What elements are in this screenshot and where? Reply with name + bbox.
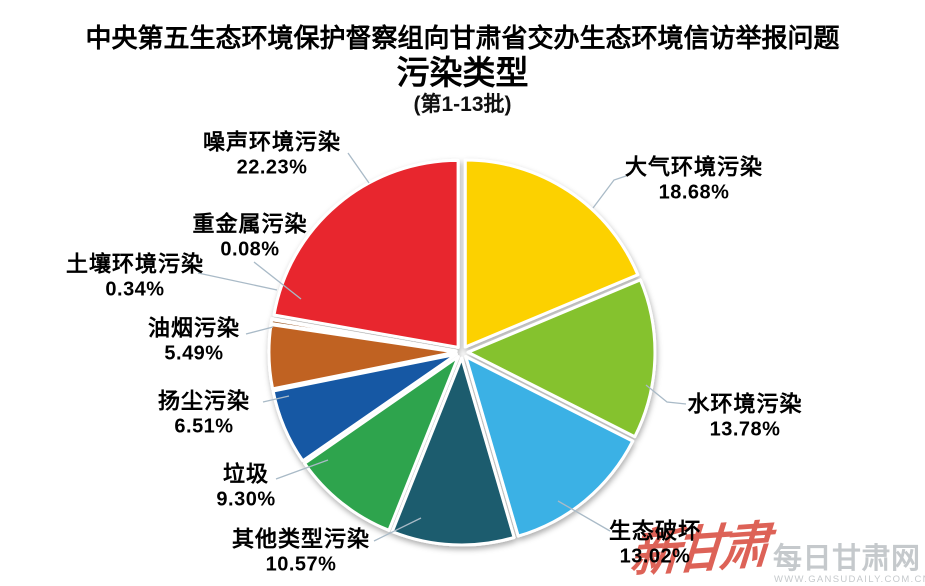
leader-line-water — [645, 384, 687, 405]
pie-slices-group — [267, 158, 657, 547]
leader-line-noise — [347, 152, 370, 184]
leader-line-other-types — [373, 517, 422, 542]
chart-batch-note: (第1-13批) — [413, 93, 512, 116]
daily-gansu-site-url: WWW.GANSUDAILY.COM.CN — [774, 574, 925, 585]
pie-slice-other-types — [390, 356, 516, 547]
pie-slice-water — [466, 278, 657, 439]
pie-slice-noise — [272, 158, 460, 349]
daily-gansu-site-name: 每日甘肃网 — [773, 543, 921, 575]
chart-header: 中央第五生态环境保护督察组向甘肃省交办生态环境信访举报问题 污染类型 (第1-1… — [0, 24, 925, 116]
leader-line-garbage — [275, 459, 329, 480]
leader-line-eco-damage — [557, 500, 611, 532]
pie-slice-dust — [271, 352, 458, 463]
pie-slice-atmospheric — [463, 158, 640, 349]
leader-lines-group — [197, 152, 687, 542]
pie-slice-heavy-metal — [270, 317, 458, 353]
chart-title: 中央第五生态环境保护督察组向甘肃省交办生态环境信访举报问题 — [85, 23, 840, 53]
leader-line-atmospheric — [592, 175, 627, 209]
leader-line-heavy-metal — [253, 261, 302, 300]
leader-line-cooking-fume — [245, 326, 274, 335]
pie-slice-garbage — [303, 355, 460, 532]
leader-line-soil — [197, 272, 278, 291]
pie-slice-eco-damage — [464, 355, 635, 538]
leader-line-dust — [262, 395, 290, 403]
chart-subtitle: 污染类型 — [396, 54, 529, 91]
